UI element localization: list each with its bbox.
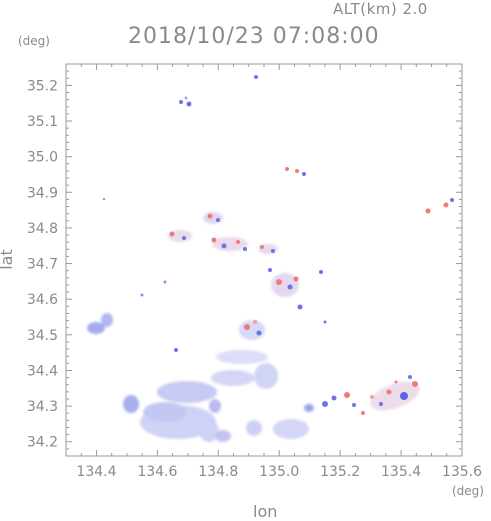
echo-blob bbox=[246, 420, 262, 436]
echo-cluster-west bbox=[87, 313, 113, 334]
echo-cell-blue bbox=[254, 75, 258, 79]
x-tick-label: 134.8 bbox=[198, 464, 238, 480]
echo-cell-blue bbox=[450, 198, 454, 202]
echo-blob bbox=[203, 212, 223, 224]
echo-cell-blue bbox=[323, 320, 327, 324]
echo-cell-blue bbox=[174, 348, 178, 352]
echo-cell-blue bbox=[182, 236, 186, 240]
datetime-title: 2018/10/23 07:08:00 bbox=[128, 24, 380, 49]
echo-cluster-east bbox=[425, 198, 454, 214]
x-tick-label: 134.6 bbox=[137, 464, 177, 480]
echo-cell-blue bbox=[331, 395, 337, 401]
echo-blob bbox=[123, 395, 139, 413]
echo-cell-blue bbox=[287, 284, 293, 290]
echo-cell-red bbox=[361, 411, 365, 415]
echo-cell-blue bbox=[302, 172, 306, 176]
echo-cell-blue bbox=[352, 403, 356, 407]
x-tick-label: 135.6 bbox=[442, 464, 482, 480]
echo-cell-blue bbox=[256, 330, 262, 336]
x-tick-label: 134.4 bbox=[76, 464, 116, 480]
y-tick-label: 34.2 bbox=[27, 435, 58, 451]
y-axis-unit: (deg) bbox=[18, 34, 50, 48]
echo-cell-blue bbox=[163, 280, 167, 284]
echo-blob bbox=[199, 420, 219, 442]
echo-cell-blue bbox=[140, 293, 144, 297]
echo-layer bbox=[87, 75, 454, 442]
echo-blob bbox=[157, 381, 217, 403]
echo-cell-blue bbox=[184, 96, 188, 100]
echo-blob bbox=[239, 320, 265, 340]
echo-cell-red bbox=[412, 381, 418, 387]
y-tick-label: 34.5 bbox=[27, 328, 58, 344]
y-tick-label: 34.3 bbox=[27, 399, 58, 415]
echo-blob bbox=[143, 402, 187, 422]
echo-cell-blue bbox=[221, 243, 227, 249]
echo-cluster-southwest bbox=[123, 350, 314, 442]
axis-ticks bbox=[65, 63, 463, 457]
y-tick-label: 35.0 bbox=[27, 150, 58, 166]
echo-cell-red bbox=[207, 213, 213, 219]
echo-cell-red bbox=[425, 208, 431, 214]
echo-cell-red bbox=[260, 245, 264, 249]
x-axis-label: lon bbox=[253, 502, 278, 521]
echo-cell-red bbox=[169, 231, 175, 237]
echo-blob bbox=[215, 430, 231, 442]
y-tick-label: 34.8 bbox=[27, 221, 58, 237]
altitude-label: ALT(km) 2.0 bbox=[333, 0, 428, 18]
echo-cell-blue bbox=[268, 268, 272, 272]
echo-cell-red bbox=[211, 237, 217, 243]
echo-cell-blue bbox=[379, 402, 383, 406]
x-tick-label: 135.4 bbox=[381, 464, 421, 480]
echo-cell-blue bbox=[186, 101, 192, 107]
y-tick-label: 34.4 bbox=[27, 363, 58, 379]
echo-cluster-central bbox=[140, 212, 327, 352]
x-tick-label: 135.0 bbox=[259, 464, 299, 480]
echo-cell-red bbox=[293, 276, 299, 282]
echo-cell-blue bbox=[400, 392, 408, 400]
echo-cell-blue bbox=[319, 270, 323, 274]
echo-cell-blue bbox=[408, 375, 412, 379]
echo-cell-blue bbox=[103, 198, 105, 200]
echo-cell-blue bbox=[179, 100, 183, 104]
echo-cell-red bbox=[276, 279, 282, 285]
y-tick-label: 34.9 bbox=[27, 185, 58, 201]
echo-blob bbox=[87, 322, 105, 334]
echo-blob bbox=[271, 273, 299, 297]
echo-cell-red bbox=[236, 240, 240, 244]
echo-blob bbox=[216, 350, 268, 364]
echo-cell-red bbox=[443, 202, 449, 208]
echo-cell-red bbox=[244, 324, 250, 330]
axis-tick-labels: 134.4 134.6 134.8 135.0 135.2 135.4 135.6 34.2 3… bbox=[27, 78, 482, 480]
x-tick-label: 135.2 bbox=[320, 464, 360, 480]
echo-cell-red bbox=[285, 167, 289, 171]
echo-cell-red bbox=[386, 389, 392, 395]
echo-cluster-north bbox=[103, 75, 306, 200]
echo-blob bbox=[254, 363, 278, 389]
echo-blob bbox=[304, 404, 314, 412]
echo-cell-red bbox=[253, 320, 257, 324]
echo-cell-red bbox=[394, 380, 398, 384]
echo-blob bbox=[211, 370, 255, 386]
echo-cell-red bbox=[370, 395, 374, 399]
echo-cell-blue bbox=[297, 304, 303, 310]
x-axis-unit: (deg) bbox=[452, 484, 484, 498]
echo-cluster-southeast bbox=[322, 375, 420, 415]
y-tick-label: 34.7 bbox=[27, 257, 58, 273]
echo-cell-blue bbox=[216, 218, 220, 222]
echo-cell-blue bbox=[322, 401, 328, 407]
echo-cell-red bbox=[295, 169, 299, 173]
y-tick-label: 34.6 bbox=[27, 292, 58, 308]
echo-cell-red bbox=[344, 392, 350, 398]
echo-blob bbox=[273, 419, 309, 439]
y-tick-label: 35.1 bbox=[27, 114, 58, 130]
y-tick-label: 35.2 bbox=[27, 78, 58, 94]
echo-blob bbox=[101, 313, 113, 327]
echo-cell-blue bbox=[243, 247, 247, 251]
echo-cell-blue bbox=[271, 249, 275, 253]
echo-blob bbox=[209, 399, 221, 413]
echo-blob bbox=[212, 237, 248, 251]
